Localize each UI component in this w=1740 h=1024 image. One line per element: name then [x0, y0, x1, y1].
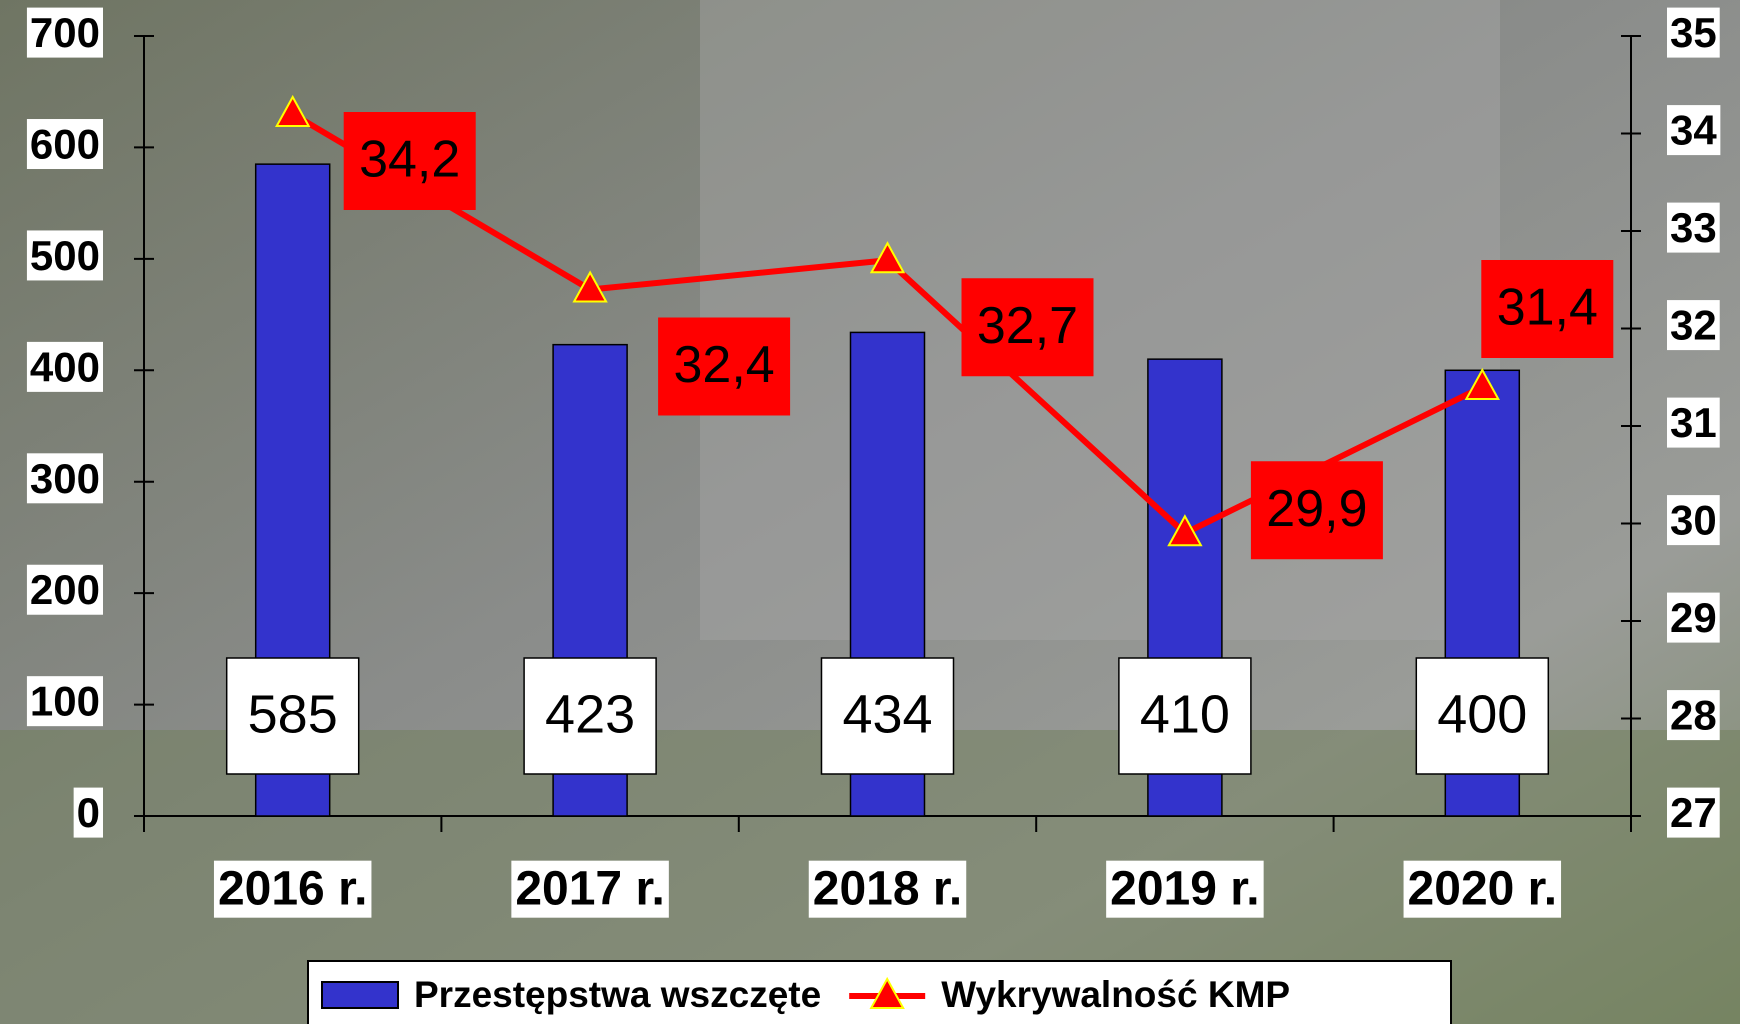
bar-label: 400	[1437, 684, 1527, 744]
y-tick-label: 200	[30, 566, 100, 613]
y-tick-label: 700	[30, 9, 100, 56]
x-tick-label: 2017 r.	[515, 863, 664, 916]
bar-label: 434	[842, 684, 932, 744]
line-label: 31,4	[1497, 279, 1598, 337]
y-tick-label: 300	[30, 455, 100, 502]
legend-label: Wykrywalność KMP	[941, 974, 1290, 1015]
x-tick-label: 2018 r.	[813, 863, 962, 916]
y-tick-label: 100	[30, 678, 100, 725]
y-tick-label: 500	[30, 232, 100, 279]
legend-label: Przestępstwa wszczęte	[414, 974, 821, 1015]
y2-tick-label: 30	[1670, 497, 1717, 544]
line-label: 34,2	[359, 131, 460, 189]
y2-tick-label: 31	[1670, 399, 1717, 446]
y2-tick-label: 32	[1670, 302, 1717, 349]
y-tick-label: 0	[77, 789, 100, 836]
line-label: 29,9	[1266, 480, 1367, 538]
y-tick-label: 600	[30, 121, 100, 168]
y2-tick-label: 28	[1670, 692, 1717, 739]
x-tick-label: 2019 r.	[1110, 863, 1259, 916]
bar-label: 585	[248, 684, 338, 744]
y2-tick-label: 27	[1670, 789, 1717, 836]
line-label: 32,4	[673, 336, 774, 394]
y2-tick-label: 29	[1670, 594, 1717, 641]
x-tick-label: 2016 r.	[218, 863, 367, 916]
x-tick-label: 2020 r.	[1408, 863, 1557, 916]
y2-tick-label: 34	[1670, 107, 1717, 154]
y2-tick-label: 33	[1670, 204, 1717, 251]
line-label: 32,7	[977, 297, 1078, 355]
y2-tick-label: 35	[1670, 9, 1717, 56]
chart: 0 100 200 300 400 500 600 700 27 28 29 30 31 32 33 34 35…	[0, 0, 1740, 1024]
bar-label: 423	[545, 684, 635, 744]
y-tick-label: 400	[30, 343, 100, 390]
bar-label: 410	[1140, 684, 1230, 744]
legend-swatch	[322, 982, 398, 1008]
